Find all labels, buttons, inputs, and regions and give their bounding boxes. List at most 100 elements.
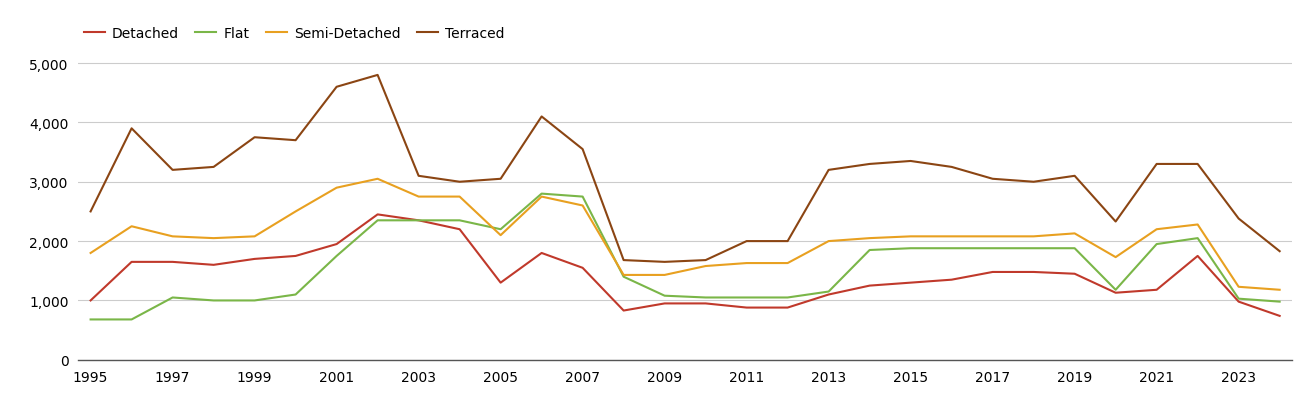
Terraced (1066, 174, 1082, 179)
Detached (656, 301, 672, 306)
Detached (124, 260, 140, 265)
Semi-Detached (780, 261, 796, 266)
Flat (1148, 242, 1164, 247)
Flat (369, 218, 385, 223)
Line: Flat: Flat (90, 194, 1280, 320)
Terraced (656, 260, 672, 265)
Terraced (329, 85, 345, 90)
Terraced (82, 209, 98, 214)
Flat (247, 298, 262, 303)
Flat (329, 254, 345, 259)
Flat (780, 295, 796, 300)
Detached (574, 266, 590, 271)
Terraced (493, 177, 509, 182)
Flat (574, 195, 590, 200)
Semi-Detached (369, 177, 385, 182)
Flat (739, 295, 754, 300)
Line: Terraced: Terraced (90, 76, 1280, 262)
Semi-Detached (411, 195, 427, 200)
Flat (124, 317, 140, 322)
Flat (493, 227, 509, 232)
Flat (1190, 236, 1206, 241)
Detached (82, 298, 98, 303)
Detached (739, 306, 754, 310)
Detached (411, 218, 427, 223)
Terraced (574, 147, 590, 152)
Flat (82, 317, 98, 322)
Detached (944, 278, 959, 283)
Terraced (1231, 216, 1246, 221)
Flat (1026, 246, 1041, 251)
Semi-Detached (739, 261, 754, 266)
Flat (534, 192, 549, 197)
Flat (944, 246, 959, 251)
Detached (329, 242, 345, 247)
Flat (985, 246, 1001, 251)
Semi-Detached (534, 195, 549, 200)
Legend: Detached, Flat, Semi-Detached, Terraced: Detached, Flat, Semi-Detached, Terraced (78, 21, 510, 46)
Semi-Detached (1231, 285, 1246, 290)
Terraced (206, 165, 222, 170)
Flat (1108, 288, 1124, 292)
Detached (534, 251, 549, 256)
Terraced (1026, 180, 1041, 185)
Semi-Detached (206, 236, 222, 241)
Terraced (944, 165, 959, 170)
Semi-Detached (616, 273, 632, 278)
Terraced (247, 135, 262, 140)
Semi-Detached (903, 234, 919, 239)
Terraced (739, 239, 754, 244)
Semi-Detached (124, 224, 140, 229)
Semi-Detached (288, 209, 304, 214)
Detached (1108, 290, 1124, 295)
Detached (780, 306, 796, 310)
Line: Detached: Detached (90, 215, 1280, 316)
Semi-Detached (944, 234, 959, 239)
Semi-Detached (698, 264, 714, 269)
Terraced (1148, 162, 1164, 167)
Detached (903, 281, 919, 285)
Terraced (1272, 249, 1288, 254)
Detached (1272, 314, 1288, 319)
Flat (206, 298, 222, 303)
Flat (1231, 297, 1246, 301)
Flat (821, 290, 837, 294)
Flat (452, 218, 467, 223)
Flat (411, 218, 427, 223)
Terraced (1190, 162, 1206, 167)
Detached (1148, 288, 1164, 292)
Terraced (288, 138, 304, 143)
Semi-Detached (493, 233, 509, 238)
Detached (985, 270, 1001, 275)
Flat (616, 274, 632, 279)
Flat (164, 295, 180, 300)
Terraced (164, 168, 180, 173)
Detached (616, 308, 632, 313)
Semi-Detached (1148, 227, 1164, 232)
Detached (1066, 272, 1082, 276)
Detached (1190, 254, 1206, 259)
Terraced (861, 162, 877, 167)
Detached (861, 283, 877, 288)
Detached (247, 257, 262, 262)
Terraced (616, 258, 632, 263)
Detached (164, 260, 180, 265)
Semi-Detached (861, 236, 877, 241)
Semi-Detached (985, 234, 1001, 239)
Semi-Detached (1026, 234, 1041, 239)
Terraced (124, 126, 140, 131)
Flat (903, 246, 919, 251)
Terraced (534, 115, 549, 119)
Terraced (698, 258, 714, 263)
Flat (861, 248, 877, 253)
Semi-Detached (1272, 288, 1288, 292)
Detached (369, 212, 385, 217)
Terraced (452, 180, 467, 185)
Flat (656, 294, 672, 299)
Terraced (903, 159, 919, 164)
Semi-Detached (247, 234, 262, 239)
Flat (698, 295, 714, 300)
Detached (288, 254, 304, 259)
Semi-Detached (452, 195, 467, 200)
Terraced (411, 174, 427, 179)
